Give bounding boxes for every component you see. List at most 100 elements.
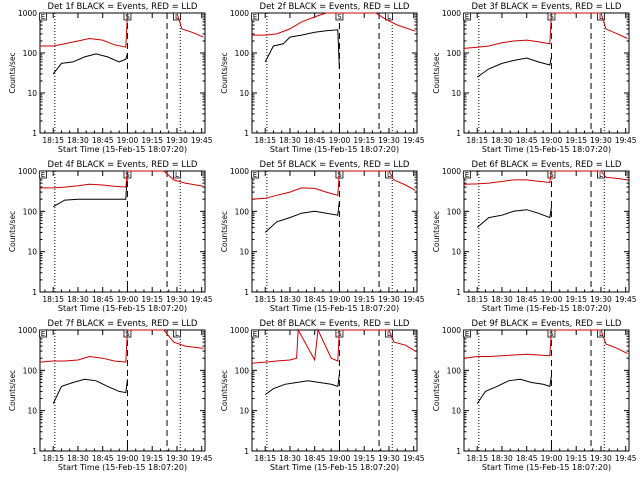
- marker-label: L: [599, 13, 603, 21]
- y-tick-label: 100: [447, 207, 462, 216]
- series-line-events: [476, 56, 552, 78]
- x-tick-label: 19:30: [166, 295, 188, 304]
- x-tick-label: 19:15: [565, 295, 587, 304]
- marker-label: E: [465, 13, 469, 21]
- x-tick-label: 19:00: [541, 295, 563, 304]
- x-tick-label: 19:00: [541, 454, 563, 463]
- plot-frame: [251, 170, 418, 293]
- panel-5: Det 5f BLACK = Events, RED = LLD 1 10 100 10…: [220, 160, 425, 313]
- x-tick-label: 19:45: [403, 136, 425, 145]
- marker-box-e: [251, 12, 259, 21]
- x-tick-label: 19:45: [403, 454, 425, 463]
- y-tick-label: 100: [447, 366, 462, 375]
- y-tick-label: 1000: [230, 326, 249, 335]
- x-tick-label: 19:15: [353, 454, 375, 463]
- x-tick-label: 18:45: [92, 136, 114, 145]
- series-line-events: [264, 200, 340, 233]
- marker-box-e: [463, 12, 471, 21]
- series-line-events: [476, 375, 552, 404]
- x-tick-label: 18:30: [491, 454, 513, 463]
- marker-label: L: [175, 330, 179, 338]
- y-tick-label: 1000: [442, 9, 461, 18]
- marker-label: E: [41, 13, 45, 21]
- y-tick-label: 10: [27, 248, 37, 257]
- x-tick-label: 18:15: [42, 136, 64, 145]
- marker-label: L: [175, 13, 179, 21]
- panel-6: Det 6f BLACK = Events, RED = LLD 1 10 100 10…: [432, 160, 637, 313]
- series-line-events: [52, 52, 128, 75]
- plot-frame: [463, 12, 630, 134]
- y-tick-label: 10: [239, 248, 249, 257]
- x-axis-label: Start Time (15-Feb-15 18:07:20): [482, 145, 611, 154]
- series-line-lld: [252, 12, 416, 36]
- y-axis-label: Counts/sec: [8, 370, 17, 411]
- marker-label: E: [253, 13, 257, 21]
- x-tick-label: 18:15: [42, 295, 64, 304]
- x-tick-label: 19:45: [191, 136, 213, 145]
- x-axis-label: Start Time (15-Feb-15 18:07:20): [482, 463, 611, 472]
- x-tick-label: 19:00: [117, 454, 139, 463]
- x-tick-label: 19:30: [590, 454, 612, 463]
- x-axis-label: Start Time (15-Feb-15 18:07:20): [58, 304, 187, 313]
- x-tick-label: 19:15: [565, 136, 587, 145]
- x-tick-label: 18:15: [466, 454, 488, 463]
- x-tick-label: 18:15: [466, 295, 488, 304]
- x-tick-label: 18:45: [92, 295, 114, 304]
- series-line-events: [264, 29, 340, 69]
- series-line-events: [476, 206, 552, 228]
- x-axis-label: Start Time (15-Feb-15 18:07:20): [58, 463, 187, 472]
- x-tick-label: 19:45: [615, 454, 637, 463]
- x-tick-label: 19:15: [141, 136, 163, 145]
- y-tick-label: 1000: [18, 167, 37, 176]
- plot-frame: [463, 170, 630, 293]
- marker-label: E: [41, 171, 45, 179]
- x-tick-label: 19:00: [329, 454, 351, 463]
- plot-frame: [251, 329, 418, 452]
- marker-box-e: [251, 170, 259, 179]
- y-tick-label: 100: [23, 49, 38, 58]
- marker-label: L: [387, 171, 391, 179]
- x-tick-label: 18:45: [516, 136, 538, 145]
- plot-frame: [463, 329, 630, 452]
- series-line-events: [52, 170, 128, 208]
- panel-9: Det 9f BLACK = Events, RED = LLD 1 10 100 10…: [432, 319, 637, 472]
- marker-box-l: [173, 170, 181, 179]
- x-axis-label: Start Time (15-Feb-15 18:07:20): [270, 145, 399, 154]
- x-tick-label: 19:30: [378, 295, 400, 304]
- x-tick-label: 18:15: [466, 136, 488, 145]
- y-tick-label: 1: [244, 288, 249, 297]
- series-line-lld: [463, 329, 628, 359]
- y-axis-label: Counts/sec: [220, 211, 229, 252]
- series-line-lld: [40, 12, 204, 48]
- y-axis-label: Counts/sec: [432, 211, 441, 252]
- y-axis-label: Counts/sec: [432, 370, 441, 411]
- panel-4: Det 4f BLACK = Events, RED = LLD 1 10 100 10…: [8, 160, 213, 313]
- marker-label: E: [41, 330, 45, 338]
- x-tick-label: 18:30: [67, 136, 89, 145]
- panel-title: Det 5f BLACK = Events, RED = LLD: [260, 160, 410, 170]
- x-tick-label: 19:15: [353, 295, 375, 304]
- marker-label: L: [175, 171, 179, 179]
- y-tick-label: 1: [456, 447, 461, 456]
- marker-label: S: [549, 171, 554, 179]
- x-tick-label: 18:45: [516, 454, 538, 463]
- y-tick-label: 1000: [230, 9, 249, 18]
- x-tick-label: 18:15: [254, 295, 276, 304]
- series-line-lld: [463, 12, 628, 49]
- marker-label: L: [387, 13, 391, 21]
- x-tick-label: 19:45: [403, 295, 425, 304]
- x-tick-label: 18:45: [516, 295, 538, 304]
- x-tick-label: 18:30: [491, 295, 513, 304]
- x-tick-label: 19:00: [541, 136, 563, 145]
- x-tick-label: 19:30: [378, 454, 400, 463]
- y-tick-label: 100: [235, 207, 250, 216]
- panel-2: Det 2f BLACK = Events, RED = LLD 1 10 100 10…: [220, 2, 425, 154]
- x-tick-label: 19:30: [166, 454, 188, 463]
- x-tick-label: 18:30: [279, 136, 301, 145]
- x-tick-label: 18:15: [254, 136, 276, 145]
- panel-title: Det 8f BLACK = Events, RED = LLD: [260, 319, 410, 329]
- marker-label: S: [337, 330, 342, 338]
- y-tick-label: 100: [235, 366, 250, 375]
- panel-title: Det 4f BLACK = Events, RED = LLD: [48, 160, 198, 170]
